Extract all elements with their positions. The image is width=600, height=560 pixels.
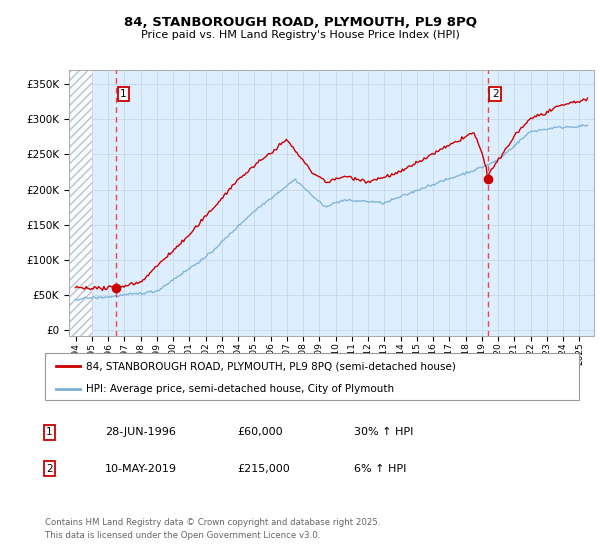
Text: 10-MAY-2019: 10-MAY-2019 — [105, 464, 177, 474]
Text: £215,000: £215,000 — [237, 464, 290, 474]
Text: 2: 2 — [46, 464, 53, 474]
Text: Contains HM Land Registry data © Crown copyright and database right 2025.
This d: Contains HM Land Registry data © Crown c… — [45, 518, 380, 539]
Text: 1: 1 — [46, 427, 53, 437]
Text: HPI: Average price, semi-detached house, City of Plymouth: HPI: Average price, semi-detached house,… — [86, 384, 394, 394]
Text: 2: 2 — [492, 89, 499, 99]
Text: 84, STANBOROUGH ROAD, PLYMOUTH, PL9 8PQ (semi-detached house): 84, STANBOROUGH ROAD, PLYMOUTH, PL9 8PQ … — [86, 361, 455, 371]
Text: 30% ↑ HPI: 30% ↑ HPI — [354, 427, 413, 437]
Bar — [69, 70, 92, 336]
Text: 28-JUN-1996: 28-JUN-1996 — [105, 427, 176, 437]
Text: 6% ↑ HPI: 6% ↑ HPI — [354, 464, 406, 474]
Text: 84, STANBOROUGH ROAD, PLYMOUTH, PL9 8PQ: 84, STANBOROUGH ROAD, PLYMOUTH, PL9 8PQ — [124, 16, 476, 29]
Text: £60,000: £60,000 — [237, 427, 283, 437]
Text: 1: 1 — [120, 89, 127, 99]
Text: Price paid vs. HM Land Registry's House Price Index (HPI): Price paid vs. HM Land Registry's House … — [140, 30, 460, 40]
